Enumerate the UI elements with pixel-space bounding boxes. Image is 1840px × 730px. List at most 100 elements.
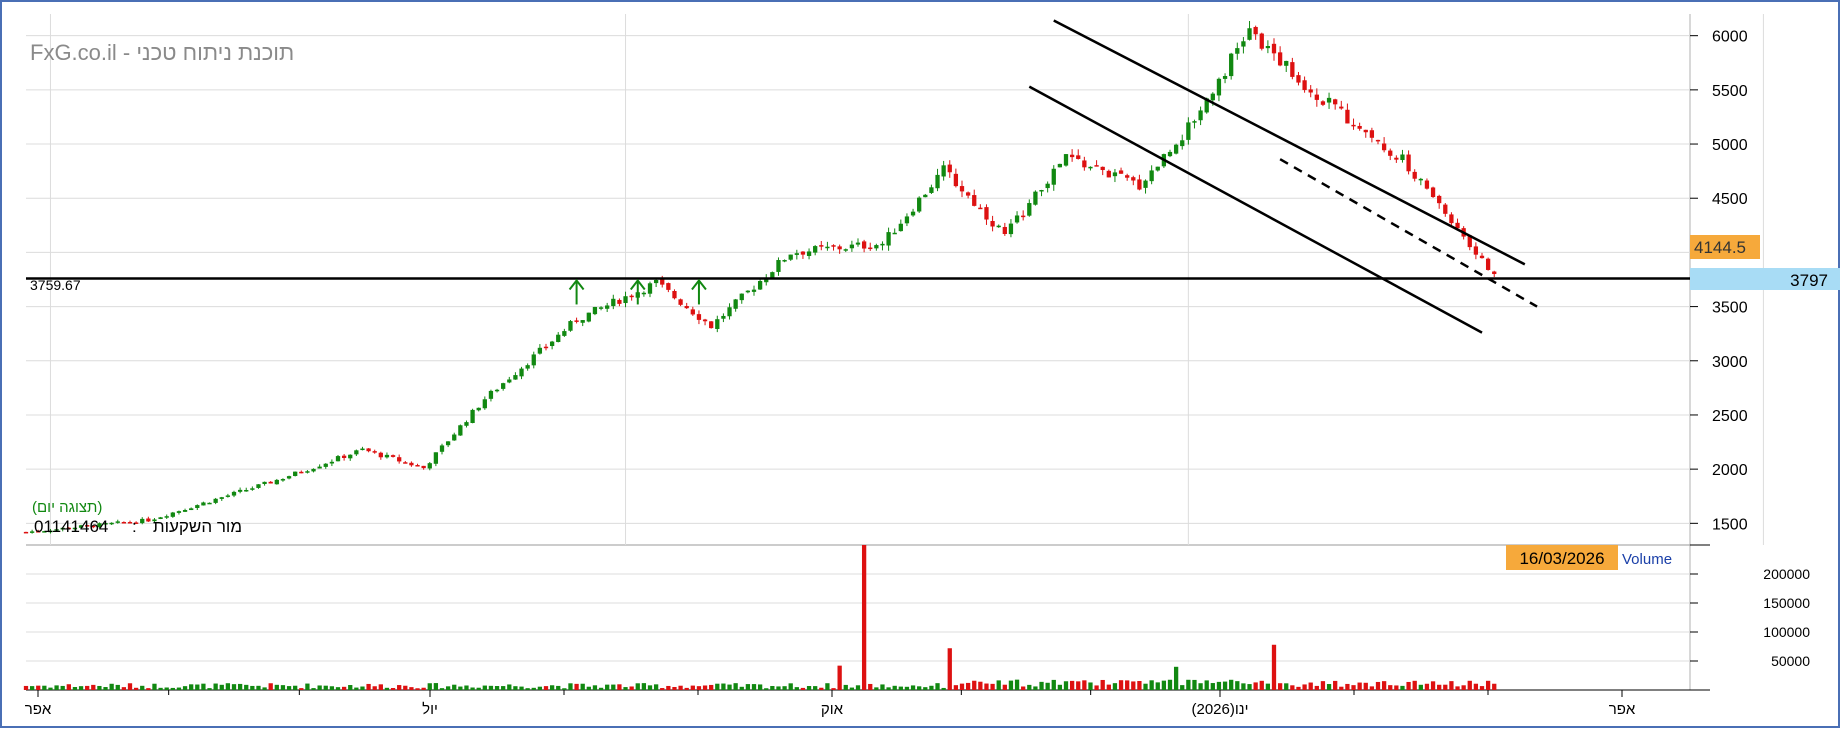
volume-bar: [390, 687, 396, 690]
candle-body: [1400, 154, 1405, 161]
candle-body: [1339, 106, 1344, 109]
candle-body: [745, 290, 751, 293]
price-tick-label: 2000: [1712, 462, 1748, 479]
volume-bar: [317, 685, 322, 690]
support-arrow-head: [691, 278, 707, 291]
candle-body: [1051, 168, 1056, 185]
volume-tick-label: 50000: [1771, 653, 1810, 669]
volume-bar: [1467, 680, 1472, 690]
candle-body: [415, 465, 420, 467]
volume-bar: [764, 688, 769, 690]
volume-bar: [1039, 681, 1044, 690]
volume-bar: [556, 685, 561, 690]
volume-bar: [1021, 686, 1026, 690]
candle-body: [629, 295, 634, 298]
candle-body: [788, 254, 793, 260]
volume-bar: [1290, 685, 1295, 690]
candle-body: [1069, 154, 1075, 158]
candle-body: [1186, 122, 1191, 140]
candle-body: [378, 452, 383, 458]
volume-bar: [1173, 666, 1179, 690]
volume-bar: [78, 686, 84, 690]
candle-body: [1277, 52, 1283, 66]
trend-lines: [26, 19, 1840, 334]
candle-body: [874, 245, 879, 249]
volume-bar: [794, 687, 799, 690]
volume-bar: [898, 686, 903, 690]
candle-body: [403, 462, 408, 464]
candle-body: [880, 243, 885, 246]
candle-body: [1131, 177, 1136, 181]
candle-body: [1027, 203, 1032, 216]
candle-body: [1357, 125, 1362, 129]
candle-body: [1351, 124, 1356, 127]
candle-body: [299, 471, 304, 474]
candle-body: [825, 246, 830, 249]
candle-body: [537, 347, 543, 354]
volume-title: Volume: [1622, 551, 1672, 568]
candle-body: [1492, 271, 1497, 275]
candle-body: [121, 522, 127, 524]
candle-body: [409, 462, 414, 466]
volume-bar: [1180, 685, 1185, 690]
volume-bar: [684, 687, 689, 690]
candle-body: [1033, 191, 1038, 205]
volume-bar: [653, 684, 659, 690]
volume-bar: [1308, 682, 1313, 690]
volume-bar: [458, 686, 463, 690]
volume-bar: [617, 684, 622, 690]
volume-bar: [378, 684, 383, 690]
watermark: FxG.co.il - תוכנת ניתוח טכני: [30, 40, 294, 65]
candle-body: [341, 455, 347, 458]
candle-body: [470, 409, 475, 424]
volume-bar: [1430, 681, 1436, 690]
volume-bar: [341, 686, 347, 690]
volume-bar: [1339, 686, 1344, 690]
candle-body: [1100, 166, 1105, 171]
candle-body: [182, 510, 188, 512]
volume-bar: [237, 683, 243, 690]
volume-bar: [225, 683, 231, 690]
candle-body: [727, 307, 732, 317]
candle-body: [427, 463, 432, 469]
candle-body: [733, 299, 738, 309]
volume-grid: [26, 573, 1690, 662]
candle-body: [1424, 180, 1430, 189]
candle-body: [647, 283, 653, 294]
candle-body: [1449, 214, 1454, 224]
candle-body: [843, 249, 848, 251]
volume-bar: [280, 685, 286, 690]
candle-body: [672, 290, 677, 299]
volume-bar: [427, 683, 432, 690]
volume-tick-label: 150000: [1763, 595, 1810, 611]
volume-bar: [1125, 680, 1130, 690]
volume-bar: [476, 687, 481, 690]
volume-bar: [97, 685, 102, 690]
volume-bar: [1014, 679, 1020, 690]
candle-body: [1485, 258, 1491, 270]
candle-body: [91, 525, 96, 528]
volume-bar: [1210, 683, 1215, 690]
candle-body: [1137, 179, 1142, 190]
volume-bar: [1369, 686, 1375, 690]
volume-bar: [1375, 681, 1381, 690]
volume-bar: [1400, 685, 1405, 690]
last-price-badge: [1690, 235, 1760, 259]
candle-body: [1021, 215, 1026, 218]
volume-bar: [1094, 685, 1099, 690]
series-caption: (תצוגה יום): [32, 499, 102, 516]
price-tick-label: 4500: [1712, 191, 1748, 208]
volume-bar: [568, 683, 573, 690]
volume-bar: [709, 684, 714, 690]
candle-body: [109, 522, 114, 525]
candle-body: [941, 165, 946, 177]
volume-bar: [1412, 680, 1417, 690]
time-tick-label: אפר: [25, 701, 52, 718]
candle-body: [280, 479, 286, 481]
candle-body: [66, 527, 71, 530]
candle-body: [684, 306, 689, 309]
candle-body: [917, 197, 922, 212]
volume-bar: [1106, 684, 1111, 690]
volume-bar: [678, 685, 683, 690]
